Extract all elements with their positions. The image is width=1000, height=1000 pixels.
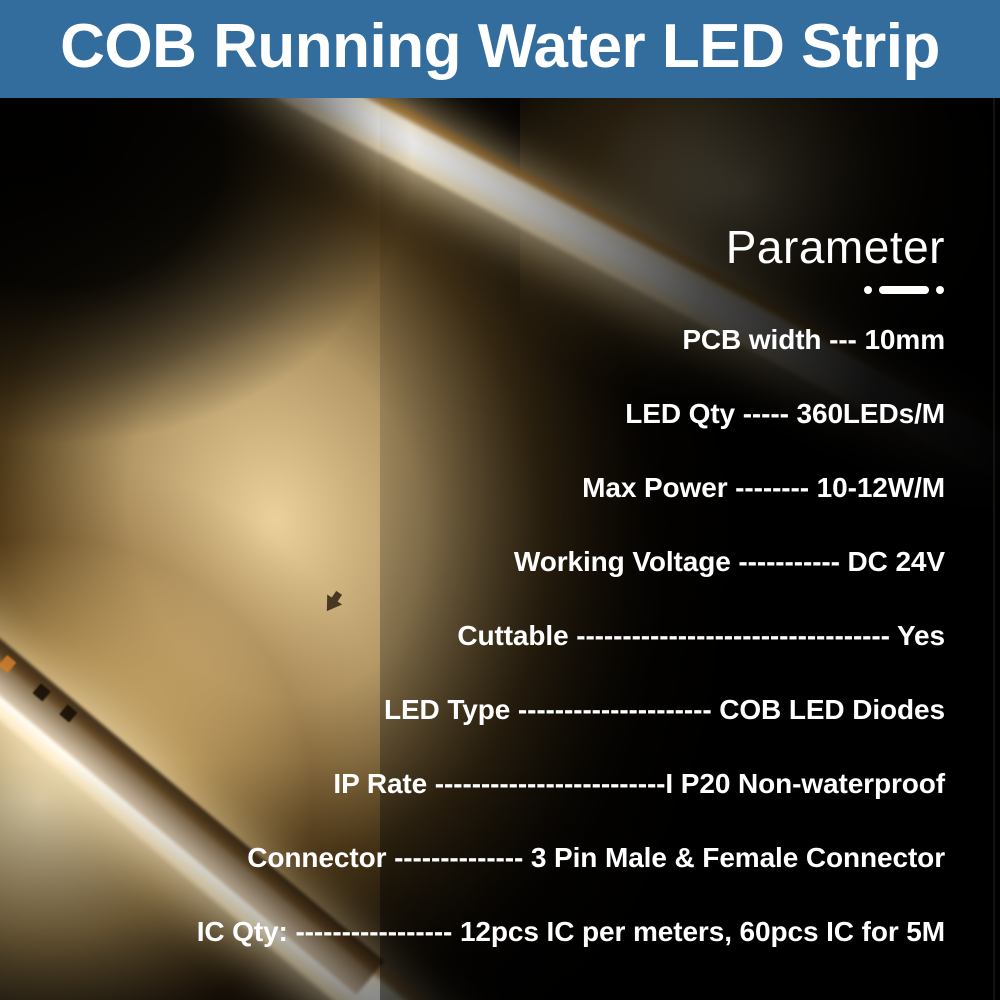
led-strip-light-core — [192, 98, 1000, 523]
divider-dot-right — [936, 286, 944, 294]
spec-row-ic-qty: IC Qty: ----------------- 12pcs IC per m… — [196, 916, 945, 947]
spec-row-led-type: LED Type --------------------- COB LED D… — [383, 694, 945, 725]
spec-row-max-power: Max Power -------- 10-12W/M — [582, 472, 945, 503]
product-title: COB Running Water LED Strip — [60, 12, 940, 81]
parameter-heading: Parameter — [725, 221, 945, 273]
divider-dot-left — [864, 286, 872, 294]
divider-dash — [879, 286, 929, 294]
solder-pad — [0, 654, 17, 674]
spec-row-cuttable: Cuttable -------------------------------… — [457, 620, 945, 651]
spec-row-led-qty: LED Qty ----- 360LEDs/M — [625, 398, 945, 429]
direction-arrow-icon — [326, 590, 343, 612]
title-banner: COB Running Water LED Strip — [0, 0, 1000, 98]
spec-row-connector: Connector -------------- 3 Pin Male & Fe… — [247, 842, 945, 873]
spec-row-ip-rate: IP Rate -------------------------I P20 N… — [333, 768, 945, 799]
spec-row-pcb-width: PCB width --- 10mm — [682, 324, 945, 355]
spec-row-working-voltage: Working Voltage ----------- DC 24V — [513, 546, 945, 577]
heading-divider-ornament — [45, 284, 945, 296]
warm-glow-top-right — [520, 98, 1000, 508]
